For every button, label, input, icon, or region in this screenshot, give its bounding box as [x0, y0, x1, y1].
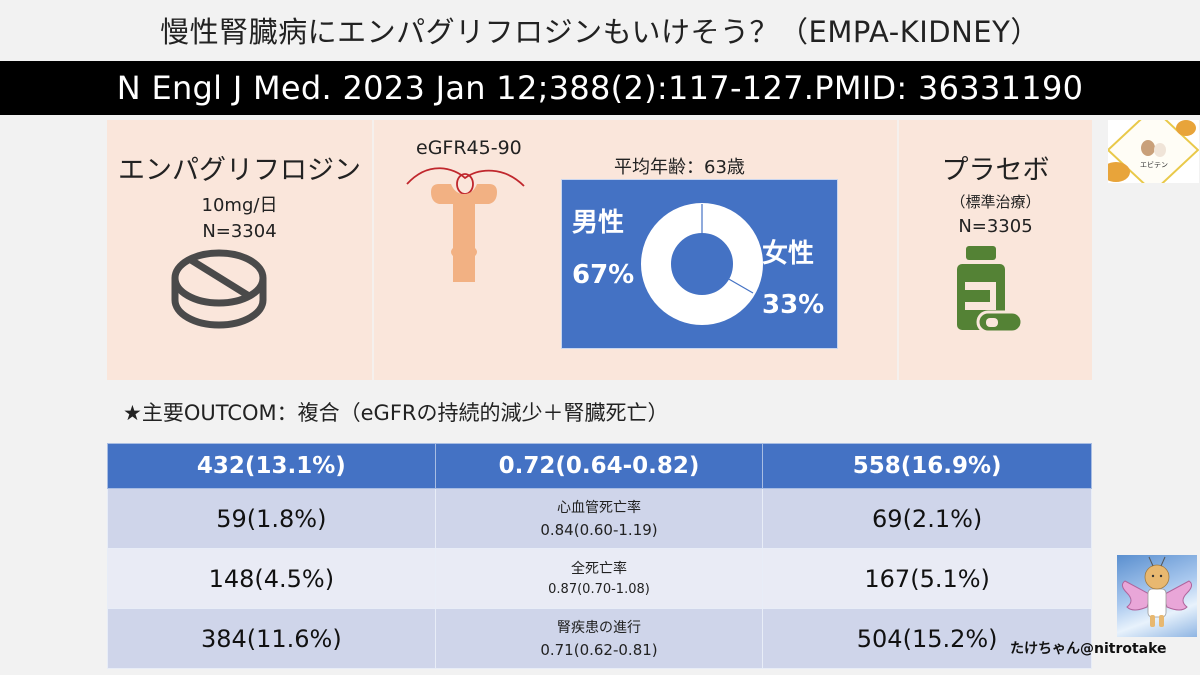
treatment-n: N=3304 [202, 221, 277, 242]
hazard-ratio: 0.84(0.60-1.19) [540, 520, 658, 539]
column-divider [897, 120, 899, 380]
evitan-logo: エビテン [1108, 120, 1199, 183]
treatment-name: エンパグリフロジン [118, 155, 361, 186]
control-name: プラセボ [941, 155, 1050, 186]
table-row: 384(11.6%) 腎疾患の進行 0.71(0.62-0.81) 504(15… [107, 608, 1092, 669]
sex-ratio-chart: 男性 67% 女性 33% [561, 179, 838, 349]
primary-hazard-ratio: 0.72(0.64-0.82) [434, 443, 764, 489]
kidney-icon [406, 167, 525, 282]
logo-art [1108, 120, 1199, 183]
outcome-name: 腎疾患の進行 [556, 619, 641, 636]
medicine-bottle-icon [957, 246, 1024, 334]
author-credit: たけちゃん@nitrotake [1010, 641, 1167, 657]
outcome-cell: 腎疾患の進行 0.71(0.62-0.81) [434, 608, 764, 669]
female-label: 女性 [762, 239, 815, 269]
population-section: eGFR45-90 平均年齢：63歳 男性 67% 女性 33% [374, 120, 897, 380]
control-n: N=3305 [958, 216, 1033, 237]
control-value: 504(15.2%) [762, 608, 1092, 669]
male-label: 男性 [572, 208, 625, 238]
author-avatar [1117, 555, 1197, 637]
outcome-heading: ★主要OUTCOM：複合（eGFRの持続的減少＋腎臓死亡） [123, 401, 669, 425]
slide-title: 慢性腎臓病にエンパグリフロジンもいけそう？（EMPA-KIDNEY） [160, 15, 1040, 49]
tablet-icon [171, 249, 267, 329]
control-arm: プラセボ （標準治療） N=3305 [899, 120, 1092, 380]
male-percent: 67% [572, 260, 635, 290]
treatment-value: 148(4.5%) [107, 548, 436, 609]
egfr-range: eGFR45-90 [416, 137, 522, 159]
outcomes-table: 432(13.1%) 0.72(0.64-0.82) 558(16.9%) 59… [107, 443, 1092, 669]
control-note: （標準治療） [950, 193, 1041, 211]
study-arms-panel: エンパグリフロジン 10mg/日 N=3304 eGFR45-90 平均年齢：6… [107, 120, 1092, 380]
hazard-ratio: 0.71(0.62-0.81) [540, 640, 658, 659]
primary-outcome-row: 432(13.1%) 0.72(0.64-0.82) 558(16.9%) [107, 443, 1092, 489]
outcome-name: 心血管死亡率 [556, 499, 641, 516]
control-value: 167(5.1%) [762, 548, 1092, 609]
donut-chart [641, 203, 763, 325]
table-row: 148(4.5%) 全死亡率 0.87(0.70-1.08) 167(5.1%) [107, 548, 1092, 609]
primary-control: 558(16.9%) [762, 443, 1092, 489]
outcome-name: 全死亡率 [570, 560, 627, 577]
hazard-ratio: 0.87(0.70-1.08) [548, 581, 650, 597]
female-percent: 33% [762, 290, 825, 320]
treatment-dose: 10mg/日 [201, 195, 278, 216]
primary-treatment: 432(13.1%) [107, 443, 436, 489]
outcome-cell: 心血管死亡率 0.84(0.60-1.19) [434, 488, 764, 549]
control-value: 69(2.1%) [762, 488, 1092, 549]
table-row: 59(1.8%) 心血管死亡率 0.84(0.60-1.19) 69(2.1%) [107, 488, 1092, 549]
citation-bar: N Engl J Med. 2023 Jan 12;388(2):117-127… [0, 61, 1200, 115]
mean-age: 平均年齢：63歳 [614, 157, 745, 178]
logo-label: エビテン [1140, 161, 1168, 169]
avatar-art [1121, 556, 1193, 627]
treatment-value: 384(11.6%) [107, 608, 436, 669]
treatment-arm: エンパグリフロジン 10mg/日 N=3304 [107, 120, 372, 380]
column-divider [372, 120, 374, 380]
outcome-cell: 全死亡率 0.87(0.70-1.08) [434, 548, 764, 609]
treatment-value: 59(1.8%) [107, 488, 436, 549]
